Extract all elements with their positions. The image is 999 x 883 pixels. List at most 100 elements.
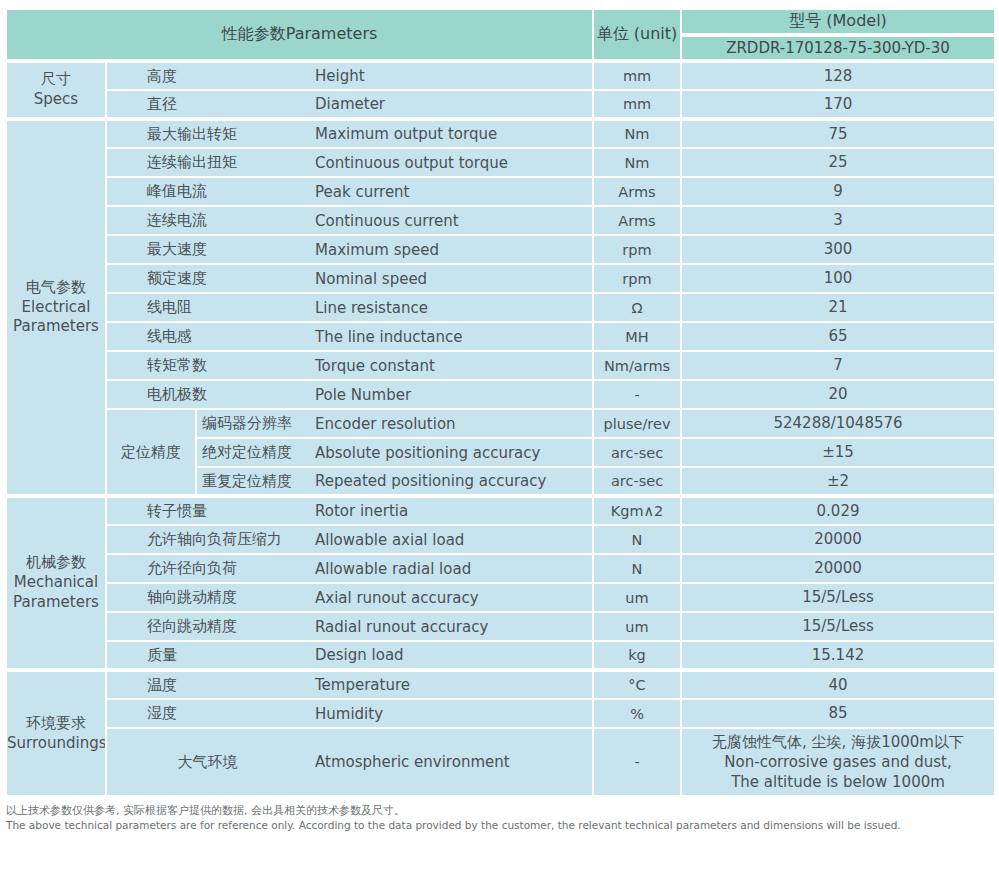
value-cell: 9 xyxy=(681,177,995,206)
spec-row: 连续输出扭矩 Continuous output torque Nm 25 xyxy=(6,148,995,177)
value-cell: 300 xyxy=(681,235,995,264)
param-en-cell: Continuous output torque xyxy=(308,148,593,177)
spec-table: 性能参数Parameters 单位 (unit) 型号 (Model) ZRDD… xyxy=(5,8,996,797)
value-cell: 15.142 xyxy=(681,641,995,670)
value-cell: 75 xyxy=(681,119,995,148)
param-cn-cell: 最大输出转矩 xyxy=(106,119,308,148)
param-cn-cell: 转矩常数 xyxy=(106,351,308,380)
param-cn-cell: 峰值电流 xyxy=(106,177,308,206)
param-en-cell: Nominal speed xyxy=(308,264,593,293)
value-cell: 20000 xyxy=(681,525,995,554)
section-label-surroundings: 环境要求 Surroundings xyxy=(6,670,106,796)
unit-cell: Arms xyxy=(593,177,681,206)
spec-row: 连续电流 Continuous current Arms 3 xyxy=(6,206,995,235)
param-cn-cell: 允许轴向负荷压缩力 xyxy=(106,525,308,554)
section-label-mechanical: 机械参数 Mechanical Parameters xyxy=(6,496,106,670)
page: 性能参数Parameters 单位 (unit) 型号 (Model) ZRDD… xyxy=(0,0,999,832)
param-cn-cell: 质量 xyxy=(106,641,308,670)
param-en-cell: Encoder resolution xyxy=(308,409,593,438)
section-label-specs: 尺寸 Specs xyxy=(6,61,106,119)
model-value-cell: ZRDDR-170128-75-300-YD-30 xyxy=(681,35,995,61)
param-cn-cell: 湿度 xyxy=(106,699,308,728)
unit-cell: pluse/rev xyxy=(593,409,681,438)
spec-row: 线电阻 Line resistance Ω 21 xyxy=(6,293,995,322)
param-en-cell: Absolute positioning accuracy xyxy=(308,438,593,467)
param-cn-cell: 直径 xyxy=(106,90,308,119)
spec-row: 湿度 Humidity % 85 xyxy=(6,699,995,728)
value-cell: 65 xyxy=(681,322,995,351)
unit-cell: Nm xyxy=(593,148,681,177)
unit-cell: kg xyxy=(593,641,681,670)
param-cn-cell: 线电感 xyxy=(106,322,308,351)
unit-cell: mm xyxy=(593,90,681,119)
unit-cell: °C xyxy=(593,670,681,699)
param-en-cell: Radial runout accuracy xyxy=(308,612,593,641)
value-cell: 170 xyxy=(681,90,995,119)
param-cn-cell: 编码器分辨率 xyxy=(196,409,308,438)
footnote-cn: 以上技术参数仅供参考, 实际根据客户提供的数据, 会出具相关的技术参数及尺寸。 xyxy=(6,803,994,818)
unit-cell: - xyxy=(593,728,681,796)
value-cell: 7 xyxy=(681,351,995,380)
value-cell: 无腐蚀性气体, 尘埃, 海拔1000m以下 Non-corrosive gase… xyxy=(681,728,995,796)
value-cell: 100 xyxy=(681,264,995,293)
unit-cell: arc-sec xyxy=(593,438,681,467)
param-en-cell: Continuous current xyxy=(308,206,593,235)
param-cn-cell: 径向跳动精度 xyxy=(106,612,308,641)
unit-cell: Ω xyxy=(593,293,681,322)
value-cell: 15/5/Less xyxy=(681,583,995,612)
param-en-cell: Maximum speed xyxy=(308,235,593,264)
param-cn-cell: 连续电流 xyxy=(106,206,308,235)
footnote-en: The above technical parameters are for r… xyxy=(6,818,994,832)
unit-cell: MH xyxy=(593,322,681,351)
param-en-cell: Allowable radial load xyxy=(308,554,593,583)
param-en-cell: Atmospheric environment xyxy=(308,728,593,796)
param-cn-cell: 额定速度 xyxy=(106,264,308,293)
param-en-cell: Peak current xyxy=(308,177,593,206)
param-cn-cell: 大气环境 xyxy=(106,728,308,796)
spec-row: 机械参数 Mechanical Parameters 转子惯量 Rotor in… xyxy=(6,496,995,525)
unit-cell: um xyxy=(593,612,681,641)
param-en-cell: Design load xyxy=(308,641,593,670)
spec-row: 径向跳动精度 Radial runout accuracy um 15/5/Le… xyxy=(6,612,995,641)
value-cell: 85 xyxy=(681,699,995,728)
value-cell: 20000 xyxy=(681,554,995,583)
value-cell: 128 xyxy=(681,61,995,90)
param-en-cell: Line resistance xyxy=(308,293,593,322)
value-cell: 15/5/Less xyxy=(681,612,995,641)
spec-row: 峰值电流 Peak current Arms 9 xyxy=(6,177,995,206)
spec-row: 电机极数 Pole Number - 20 xyxy=(6,380,995,409)
value-cell: 3 xyxy=(681,206,995,235)
spec-row: 环境要求 Surroundings 温度 Temperature °C 40 xyxy=(6,670,995,699)
param-en-cell: Humidity xyxy=(308,699,593,728)
spec-row: 电气参数 Electrical Parameters 最大输出转矩 Maximu… xyxy=(6,119,995,148)
unit-cell: arc-sec xyxy=(593,467,681,496)
table-header: 性能参数Parameters 单位 (unit) 型号 (Model) ZRDD… xyxy=(6,9,995,61)
param-en-cell: The line inductance xyxy=(308,322,593,351)
spec-row: 允许轴向负荷压缩力 Allowable axial load N 20000 xyxy=(6,525,995,554)
unit-cell: mm xyxy=(593,61,681,90)
value-cell: 25 xyxy=(681,148,995,177)
spec-row: 尺寸 Specs 高度 Height mm 128 xyxy=(6,61,995,90)
footnote: 以上技术参数仅供参考, 实际根据客户提供的数据, 会出具相关的技术参数及尺寸。 … xyxy=(5,797,994,832)
parameters-header-cell: 性能参数Parameters xyxy=(6,9,593,61)
header-row: 性能参数Parameters 单位 (unit) 型号 (Model) xyxy=(6,9,995,35)
param-cn-cell: 连续输出扭矩 xyxy=(106,148,308,177)
spec-row: 质量 Design load kg 15.142 xyxy=(6,641,995,670)
param-en-cell: Maximum output torque xyxy=(308,119,593,148)
spec-row: 线电感 The line inductance MH 65 xyxy=(6,322,995,351)
param-en-cell: Rotor inertia xyxy=(308,496,593,525)
param-cn-cell: 温度 xyxy=(106,670,308,699)
unit-header-cell: 单位 (unit) xyxy=(593,9,681,61)
param-cn-cell: 重复定位精度 xyxy=(196,467,308,496)
param-en-cell: Pole Number xyxy=(308,380,593,409)
param-cn-cell: 轴向跳动精度 xyxy=(106,583,308,612)
param-cn-cell: 允许径向负荷 xyxy=(106,554,308,583)
param-en-cell: Axial runout accuracy xyxy=(308,583,593,612)
model-header-cell: 型号 (Model) xyxy=(681,9,995,35)
spec-row: 转矩常数 Torque constant Nm/arms 7 xyxy=(6,351,995,380)
param-cn-cell: 线电阻 xyxy=(106,293,308,322)
section-label-electrical: 电气参数 Electrical Parameters xyxy=(6,119,106,496)
value-cell: ±15 xyxy=(681,438,995,467)
param-cn-cell: 绝对定位精度 xyxy=(196,438,308,467)
unit-cell: N xyxy=(593,525,681,554)
